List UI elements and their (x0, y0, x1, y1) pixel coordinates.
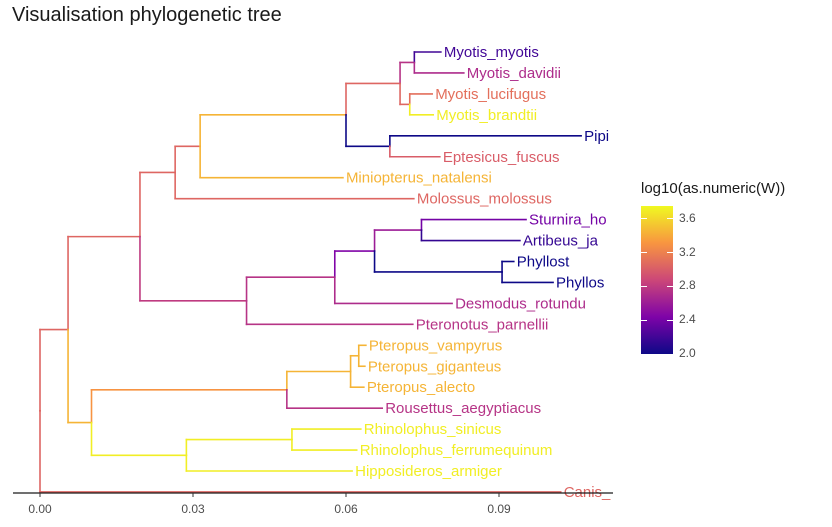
tip-label: Pipi (584, 128, 609, 145)
tree-branches (39, 51, 582, 493)
tip-label: Miniopterus_natalensi (346, 170, 492, 187)
x-tick-label: 0.09 (487, 502, 511, 516)
tip-label: Myotis_brandtii (436, 107, 537, 124)
legend-tick-mark (667, 285, 673, 287)
legend-colorbar (641, 206, 673, 354)
legend-tick-label: 2.8 (679, 278, 696, 293)
tip-label: Molossus_molossus (417, 191, 552, 208)
tip-label: Phyllos (556, 274, 604, 291)
tip-label: Myotis_davidii (467, 65, 561, 82)
legend-tick-label: 3.2 (679, 244, 696, 259)
page-title: Visualisation phylogenetic tree (12, 4, 282, 26)
x-tick-label: 0.06 (334, 502, 358, 516)
tip-label: Rhinolophus_sinicus (364, 421, 502, 438)
legend-tick-mark (667, 319, 673, 321)
tip-label: Sturnira_ho (529, 212, 607, 229)
tip-label: Artibeus_ja (523, 233, 599, 250)
legend-tick-label: 3.6 (679, 210, 696, 225)
tip-labels: Myotis_myotis Myotis_davidii Myotis_lucifu… (346, 44, 611, 501)
tip-label: Hipposideros_armiger (355, 463, 502, 480)
tip-label: Phyllost (517, 254, 570, 271)
legend-tick-mark (641, 285, 647, 287)
tip-label: Rousettus_aegyptiacus (385, 400, 541, 417)
tip-label: Pteropus_giganteus (368, 358, 501, 375)
tip-label: Rhinolophus_ferrumequinum (360, 442, 553, 459)
legend-tick-mark (667, 252, 673, 253)
tip-label: Myotis_lucifugus (435, 86, 546, 103)
tip-label: Pteronotus_parnellii (416, 316, 549, 333)
x-tick-label: 0.00 (28, 502, 52, 516)
tip-label: Pteropus_vampyrus (369, 337, 502, 354)
legend-tick-mark (667, 353, 673, 355)
legend-tick-mark (641, 218, 647, 220)
legend-tick-mark (641, 319, 647, 321)
legend-tick-label: 2.0 (679, 346, 696, 360)
legend-tick-label: 2.4 (679, 312, 696, 327)
x-tick-label: 0.03 (181, 502, 205, 516)
legend-tick-mark (641, 252, 647, 253)
legend-tick-mark (641, 353, 647, 355)
tip-label: Eptesicus_fuscus (443, 149, 560, 166)
tip-label: Desmodus_rotundu (455, 295, 586, 312)
legend-tick-mark (667, 218, 673, 220)
legend-title: log10(as.numeric(W)) (641, 180, 786, 197)
tip-label: Myotis_myotis (444, 44, 539, 61)
tip-label: Pteropus_alecto (367, 379, 475, 396)
